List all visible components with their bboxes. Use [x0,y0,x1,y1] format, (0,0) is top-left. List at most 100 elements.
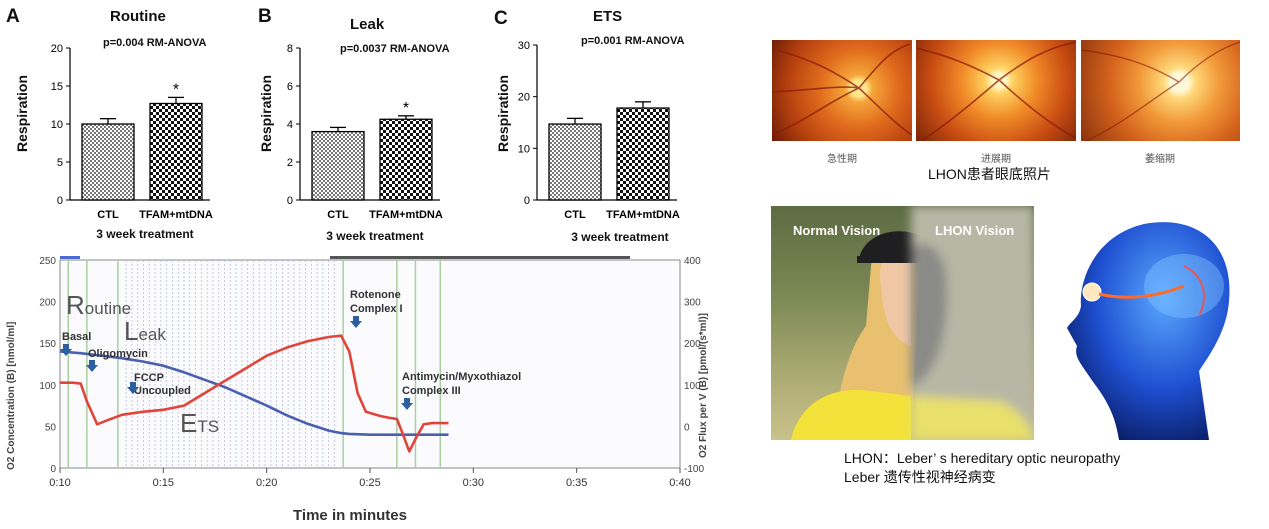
annotation-oligomycin: Oligomycin [88,348,148,360]
fundus-title: LHON患者眼底照片 [928,166,1051,182]
ets-xlabel: 3 week treatment [571,230,669,244]
lhon-vision-label: LHON Vision [935,223,1015,238]
category-label: CTL [564,209,586,221]
injection-arrow [60,344,72,356]
annotation-complex-i: Complex I [350,303,403,315]
fundus-photo-acute [772,40,912,141]
bar [149,102,203,201]
event-bar [330,256,630,259]
routine-stat: p=0.004 RM-ANOVA [103,37,207,49]
y-tick-label: 2 [287,157,293,169]
y-tick-label: 0 [287,195,293,207]
bar [311,130,365,201]
significance-star: * [173,81,179,98]
y-tick-label: 6 [287,81,293,93]
routine-xlabel: 3 week treatment [96,227,194,241]
y-tick-label: 10 [51,119,63,131]
y-tick-label-left: 250 [39,256,56,267]
x-tick-label: 0:25 [359,477,380,489]
y-tick-label: 0 [524,195,530,207]
fundus-caption-atrophic: 萎缩期 [1145,154,1175,165]
leak-ylabel: Respiration [258,74,274,152]
category-label: CTL [97,209,119,221]
category-label: CTL [327,209,349,221]
x-axis-label: Time in minutes [293,507,407,524]
significance-star: * [403,100,409,117]
panel-letter-b: B [258,6,272,27]
routine-ylabel: Respiration [14,74,30,152]
x-tick-label: 0:10 [49,477,70,489]
y-axis-label-right: O2 Flux per V (B) [pmol/(s*ml)] [698,313,709,458]
routine-bar-chart: 0 5 10 15 20 CTL TFAM+mtDNA * [51,43,213,221]
y-axis-label-left: O2 Concentration (B) [nmol/ml] [6,322,17,470]
ets-stat: p=0.001 RM-ANOVA [581,35,685,47]
y-tick-label-left: 100 [39,381,56,392]
ets-bar-chart: 0 10 20 30 CTL TFAM+mtDNA [518,40,680,221]
event-bar [60,256,80,259]
annotation-ets: ETS [180,408,219,438]
annotation-complex-iii: Complex III [402,385,461,397]
y-tick-label-left: 200 [39,298,56,309]
annotation-basal: Basal [62,331,91,343]
category-label: TFAM+mtDNA [139,209,213,221]
plot-area [59,259,681,469]
category-label: TFAM+mtDNA [606,209,680,221]
leak-xlabel: 3 week treatment [326,229,424,243]
y-tick-label: 8 [287,43,293,55]
y-tick-label-left: 0 [50,464,56,475]
injection-arrow [127,382,139,394]
fundus-caption-acute: 急性期 [827,154,857,165]
y-tick-label-right: 400 [684,256,701,267]
ets-title: ETS [593,8,623,25]
injection-arrow [350,316,362,328]
y-tick-label-right: 200 [684,339,701,350]
y-tick-label-right: 300 [684,298,701,309]
fundus-photo-atrophic [1081,40,1240,141]
routine-title: Routine [110,8,166,25]
y-tick-label-left: 50 [45,422,57,433]
y-tick-label: 20 [51,43,63,55]
bar [548,123,602,201]
y-tick-label: 5 [57,157,63,169]
oxygen-concentration-line [59,350,449,436]
y-tick-label: 10 [518,143,530,155]
fundus-photo-progressive [916,40,1076,141]
bar [379,118,433,201]
oxygen-flux-line [60,334,449,453]
optic-nerve-illustration [1059,206,1239,440]
x-tick-label: 0:40 [669,477,690,489]
annotation-routine: Routine [66,290,131,320]
x-tick-label: 0:20 [256,477,277,489]
x-tick-label: 0:35 [566,477,587,489]
y-tick-label: 20 [518,92,530,104]
leak-title: Leak [350,16,385,33]
annotation-uncoupled: Uncoupled [134,385,191,397]
y-tick-label-right: 100 [684,381,701,392]
y-tick-label: 4 [287,119,293,131]
x-tick-label: 0:30 [463,477,484,489]
y-tick-label-right: 0 [684,422,690,433]
leak-stat: p=0.0037 RM-ANOVA [340,43,450,55]
x-tick-label: 0:15 [153,477,174,489]
y-tick-label-left: 150 [39,339,56,350]
ets-ylabel: Respiration [495,74,511,152]
annotation-rotenone: Rotenone [350,289,401,301]
lhon-caption-english: LHON：Leber’ s hereditary optic neuropath… [844,450,1121,466]
panel-letter-c: C [494,8,508,29]
panel-letter-a: A [6,6,20,27]
fundus-caption-progressive: 进展期 [981,154,1011,165]
bar [616,107,670,201]
category-label: TFAM+mtDNA [369,209,443,221]
vision-comparison-photo: Normal Vision LHON Vision [771,206,1034,440]
leak-bar-chart: 0 2 4 6 8 CTL TFAM+mtDNA * [287,43,443,221]
y-tick-label: 0 [57,195,63,207]
y-tick-label: 30 [518,40,530,52]
annotation-fccp: FCCP [134,372,164,384]
y-tick-label: 15 [51,81,63,93]
normal-vision-label: Normal Vision [793,223,881,238]
annotation-leak: Leak [124,316,166,346]
y-tick-label-right: -100 [684,464,704,475]
injection-arrow [401,398,413,410]
annotation-antimycin: Antimycin/Myxothiazol [402,371,521,383]
lhon-caption-chinese: Leber 遗传性视神经病变 [844,469,996,485]
